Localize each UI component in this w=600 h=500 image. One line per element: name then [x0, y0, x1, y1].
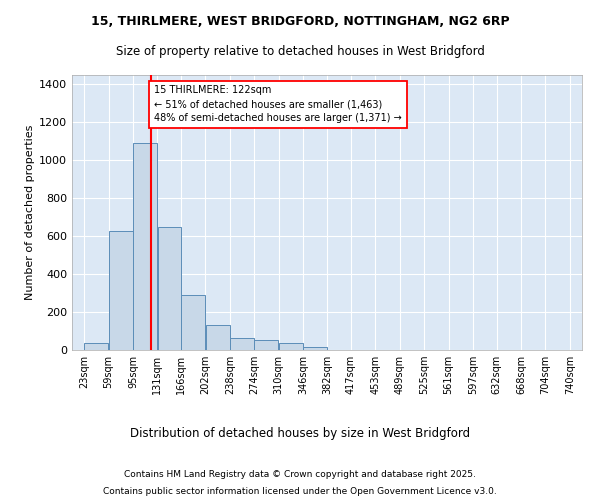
Bar [206, 326, 230, 350]
Text: Size of property relative to detached houses in West Bridgford: Size of property relative to detached ho… [116, 45, 484, 58]
Text: Contains public sector information licensed under the Open Government Licence v3: Contains public sector information licen… [103, 488, 497, 496]
Bar [254, 340, 278, 350]
Text: 15 THIRLMERE: 122sqm
← 51% of detached houses are smaller (1,463)
48% of semi-de: 15 THIRLMERE: 122sqm ← 51% of detached h… [154, 86, 402, 124]
Bar [181, 295, 205, 350]
Text: Distribution of detached houses by size in West Bridgford: Distribution of detached houses by size … [130, 428, 470, 440]
Text: 15, THIRLMERE, WEST BRIDGFORD, NOTTINGHAM, NG2 6RP: 15, THIRLMERE, WEST BRIDGFORD, NOTTINGHA… [91, 15, 509, 28]
Bar [230, 338, 254, 350]
Bar [109, 230, 133, 350]
Bar [303, 346, 327, 350]
Bar [133, 144, 157, 350]
Bar [279, 344, 303, 350]
Bar [85, 344, 109, 350]
Text: Contains HM Land Registry data © Crown copyright and database right 2025.: Contains HM Land Registry data © Crown c… [124, 470, 476, 479]
Y-axis label: Number of detached properties: Number of detached properties [25, 125, 35, 300]
Bar [158, 226, 181, 350]
